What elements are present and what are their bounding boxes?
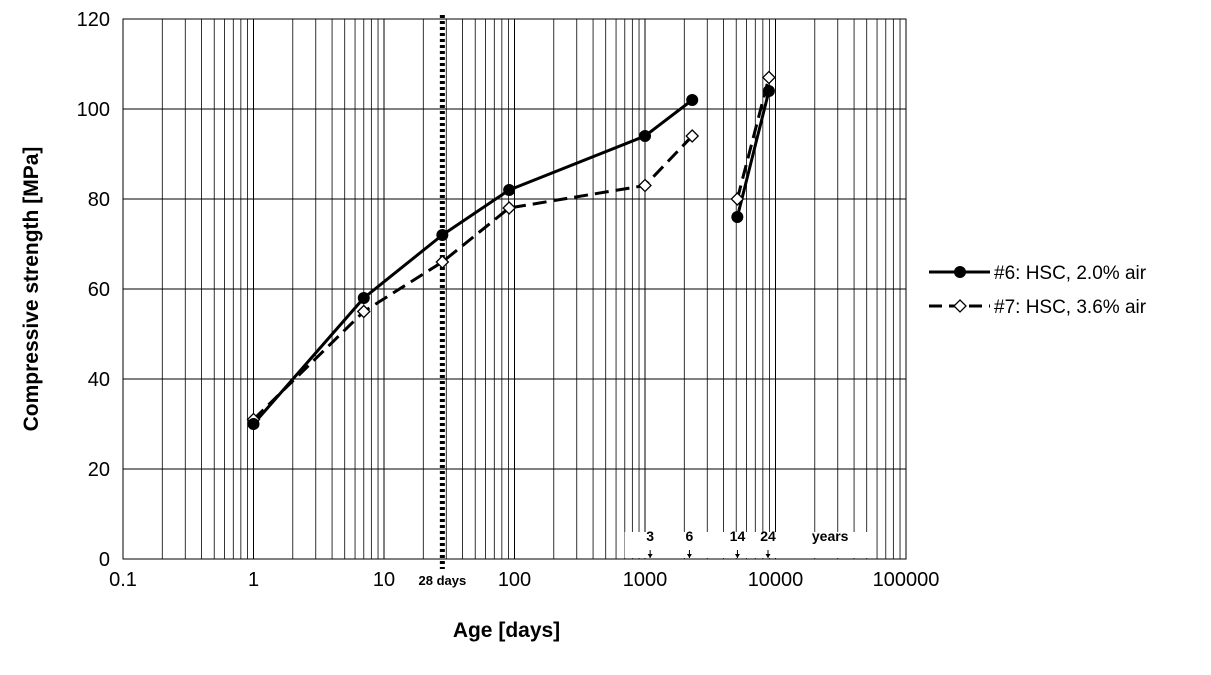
legend-label: #6: HSC, 2.0% air — [994, 263, 1147, 284]
series-line — [735, 90, 771, 218]
x-axis-title: Age [days] — [453, 619, 560, 642]
data-point — [436, 229, 449, 241]
reference-line-group: 28 days — [419, 15, 467, 588]
data-point — [435, 255, 450, 269]
data-point — [639, 130, 651, 142]
series-group — [246, 70, 776, 430]
y-tick-label: 20 — [88, 459, 110, 481]
y-axis-title: Compressive strength [MPa] — [20, 147, 43, 432]
series-line — [735, 77, 771, 200]
year-unit-label: years — [812, 528, 849, 544]
x-tick-label: 10 — [373, 569, 395, 591]
x-tick-label: 100000 — [873, 569, 940, 591]
year-marker-label: 6 — [686, 528, 694, 544]
data-point — [762, 85, 775, 97]
year-markers: 3 6 14 24 years — [624, 528, 873, 558]
data-point — [953, 299, 967, 313]
series-line — [252, 98, 694, 425]
data-point — [731, 211, 744, 223]
data-point — [247, 418, 260, 430]
series-line — [252, 134, 694, 421]
tick-labels: 0.1 1 10 100 1000 10000 100000 0 20 40 60 80 100 120 — [77, 9, 940, 591]
grid-lines — [123, 19, 906, 559]
year-marker-label: 3 — [646, 528, 654, 544]
data-point — [638, 178, 652, 193]
x-tick-label: 1 — [248, 569, 259, 591]
y-tick-label: 60 — [88, 279, 110, 301]
y-tick-label: 0 — [99, 549, 110, 571]
year-marker-arrow — [647, 554, 653, 558]
year-marker-arrow — [734, 554, 740, 558]
year-marker-arrow — [765, 554, 771, 558]
year-marker-arrow — [686, 554, 692, 558]
data-point — [761, 70, 776, 85]
y-tick-label: 80 — [88, 189, 110, 211]
x-tick-label: 10000 — [748, 569, 804, 591]
year-marker-box — [624, 532, 873, 558]
x-tick-label: 0.1 — [109, 569, 137, 591]
plot-frame — [122, 18, 907, 560]
y-tick-label: 100 — [77, 99, 110, 121]
y-tick-label: 120 — [77, 9, 110, 31]
y-tick-label: 40 — [88, 369, 110, 391]
data-point — [686, 94, 699, 106]
data-point — [954, 266, 966, 278]
year-marker-label: 24 — [760, 528, 776, 544]
legend-label: #7: HSC, 3.6% air — [994, 297, 1147, 318]
data-point — [502, 201, 517, 215]
x-tick-label: 100 — [498, 569, 531, 591]
legend: #6: HSC, 2.0% air #7: HSC, 3.6% air — [929, 263, 1147, 318]
data-point — [357, 292, 370, 304]
data-point — [685, 129, 700, 143]
data-point — [503, 184, 516, 196]
year-marker-label: 14 — [730, 528, 746, 544]
reference-line-label: 28 days — [419, 573, 467, 588]
data-point — [356, 304, 371, 319]
x-tick-label: 1000 — [623, 569, 668, 591]
data-point — [730, 192, 745, 206]
